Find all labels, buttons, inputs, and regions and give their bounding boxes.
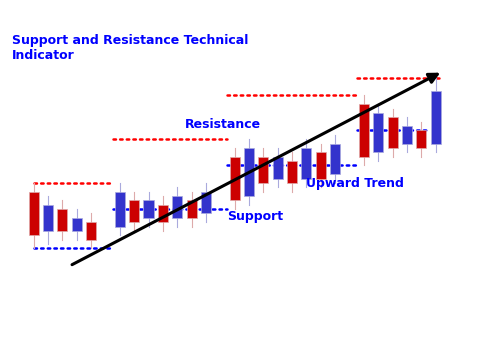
Bar bbox=[287, 161, 297, 183]
Bar bbox=[57, 209, 67, 231]
Bar bbox=[431, 91, 441, 144]
Bar bbox=[29, 192, 39, 235]
Bar bbox=[230, 157, 240, 200]
Text: Upward Trend: Upward Trend bbox=[306, 177, 404, 190]
Bar bbox=[373, 113, 383, 152]
Text: Support and Resistance Technical
Indicator: Support and Resistance Technical Indicat… bbox=[12, 34, 249, 62]
Bar bbox=[387, 117, 397, 148]
Bar bbox=[86, 222, 96, 240]
Text: Resistance: Resistance bbox=[184, 118, 260, 131]
Bar bbox=[416, 130, 426, 148]
Bar bbox=[201, 192, 211, 213]
Bar bbox=[115, 192, 125, 227]
Bar bbox=[316, 152, 326, 178]
Bar bbox=[244, 148, 254, 196]
Bar bbox=[301, 148, 311, 178]
Bar bbox=[402, 126, 412, 144]
Bar bbox=[330, 144, 340, 174]
Bar bbox=[72, 218, 82, 231]
Bar bbox=[158, 205, 168, 222]
Bar bbox=[129, 200, 139, 222]
Bar bbox=[187, 200, 197, 218]
Bar bbox=[143, 200, 153, 218]
Bar bbox=[172, 196, 182, 218]
Bar bbox=[258, 157, 268, 183]
Bar bbox=[43, 205, 53, 231]
Bar bbox=[273, 157, 283, 178]
Bar bbox=[359, 104, 369, 157]
Text: Support: Support bbox=[228, 210, 283, 223]
